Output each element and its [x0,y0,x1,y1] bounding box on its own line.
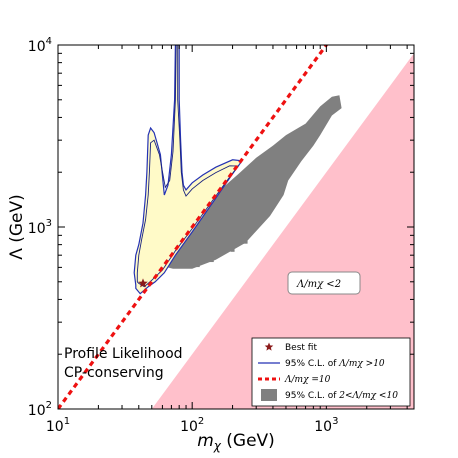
annotation-profile-likelihood: Profile Likelihood [64,346,183,362]
contour-inner [136,45,239,288]
legend: Best fit 95% C.L. of Λ/mχ >10 Λ/mχ =10 95% … [251,337,411,407]
region-note-box: Λ/mχ <2 [287,271,361,295]
region-note-label: Λ/mχ <2 [296,279,341,290]
legend-label: 95% C.L. of 2<Λ/mχ <10 [285,391,398,401]
best-fit-marker [138,278,148,288]
x-tick-base: 10 [46,419,64,435]
band-speckle [243,240,248,244]
x-tick-exp: 2 [198,416,204,427]
band-speckle [200,253,205,257]
legend-label-math: 2<Λ/mχ <10 [338,391,398,401]
x-tick-label: 103 [314,416,338,435]
legend-label: Best fit [285,343,317,353]
legend-label: 95% C.L. of Λ/mχ >10 [285,359,385,369]
reference-line [58,45,329,409]
contour-outer [133,45,244,295]
legend-label-math: Λ/mχ =10 [284,375,331,385]
y-tick-exp: 4 [46,36,52,47]
y-axis-title: Λ (GeV) [7,194,27,260]
band-speckle [230,248,235,252]
band-speckle [195,264,200,268]
annotation-cp-conserving: CP-conserving [64,365,164,381]
legend-label-math: Λ/mχ >10 [338,359,385,369]
x-axis-title-base: m [197,431,214,451]
y-tick-exp: 3 [46,218,52,229]
legend-label-text: 95% C.L. of [285,359,339,369]
legend-star-symbol [264,342,274,351]
y-tick-label: 103 [28,218,52,237]
legend-patch-symbol [261,389,277,401]
plot-area [58,45,414,409]
x-tick-base: 10 [314,419,332,435]
y-tick-exp: 2 [46,400,52,411]
y-tick-base: 10 [28,403,46,419]
x-tick-base: 10 [180,419,198,435]
excluded-region [151,53,414,409]
x-tick-label: 101 [46,416,70,435]
y-tick-base: 10 [28,39,46,55]
axis-ticks [57,44,414,410]
x-tick-exp: 1 [64,416,70,427]
band-speckle [187,257,192,261]
legend-label-text: Best fit [285,343,317,353]
y-tick-label: 104 [28,36,52,55]
legend-frame [251,337,411,407]
legend-label: Λ/mχ =10 [284,375,331,385]
band-speckle [177,265,182,269]
x-tick-label: 102 [180,416,204,435]
band-speckle [209,259,214,263]
x-axis-title-unit: (GeV) [221,431,275,451]
x-axis-title-sub: χ [213,439,222,453]
credible-region-band [162,95,342,269]
y-tick-label: 102 [28,400,52,419]
x-axis-title: mχ (GeV) [197,431,275,453]
x-tick-exp: 3 [332,416,338,427]
y-tick-base: 10 [28,221,46,237]
legend-label-text: 95% C.L. of [285,391,339,401]
